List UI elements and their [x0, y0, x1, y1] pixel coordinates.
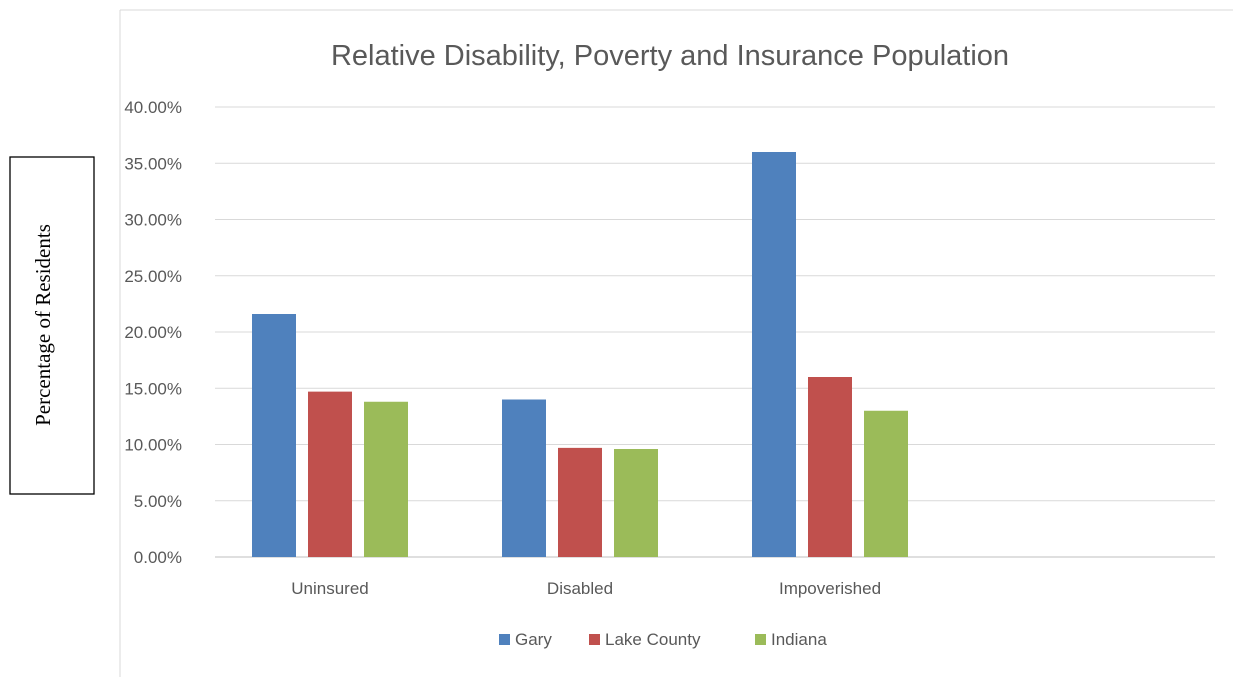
x-axis-categories: Uninsured Disabled Impoverished [291, 579, 881, 598]
bar-indiana-impoverished [864, 410, 908, 557]
bar-indiana-uninsured [364, 401, 408, 557]
bar-lake-county-uninsured [308, 391, 352, 557]
y-axis-label-box [9, 156, 95, 495]
x-tick-label: Uninsured [291, 579, 369, 598]
bar-indiana-disabled [614, 449, 658, 557]
legend-label-lake-county: Lake County [605, 630, 701, 649]
bars [252, 152, 908, 557]
legend-label-indiana: Indiana [771, 630, 827, 649]
legend-swatch-lake-county [589, 634, 600, 645]
legend: Gary Lake County Indiana [499, 630, 827, 649]
x-tick-label: Disabled [547, 579, 613, 598]
bar-lake-county-impoverished [808, 377, 852, 557]
y-tick-label: 10.00% [124, 436, 182, 455]
y-axis-ticks: 0.00% 5.00% 10.00% 15.00% 20.00% 25.00% 30.00%… [124, 98, 182, 567]
bar-lake-county-disabled [558, 447, 602, 557]
bar-gary-impoverished [752, 152, 796, 557]
y-tick-label: 25.00% [124, 267, 182, 286]
x-tick-label: Impoverished [779, 579, 881, 598]
y-tick-label: 35.00% [124, 154, 182, 173]
y-tick-label: 20.00% [124, 323, 182, 342]
bar-gary-uninsured [252, 314, 296, 557]
bar-gary-disabled [502, 399, 546, 557]
y-tick-label: 15.00% [124, 379, 182, 398]
legend-label-gary: Gary [515, 630, 552, 649]
y-tick-label: 40.00% [124, 98, 182, 117]
y-tick-label: 0.00% [134, 548, 182, 567]
chart-title: Relative Disability, Poverty and Insuran… [331, 40, 1009, 72]
y-tick-label: 30.00% [124, 211, 182, 230]
legend-swatch-gary [499, 634, 510, 645]
y-tick-label: 5.00% [134, 492, 182, 511]
legend-swatch-indiana [755, 634, 766, 645]
y-axis-label: Percentage of Residents [31, 224, 55, 426]
